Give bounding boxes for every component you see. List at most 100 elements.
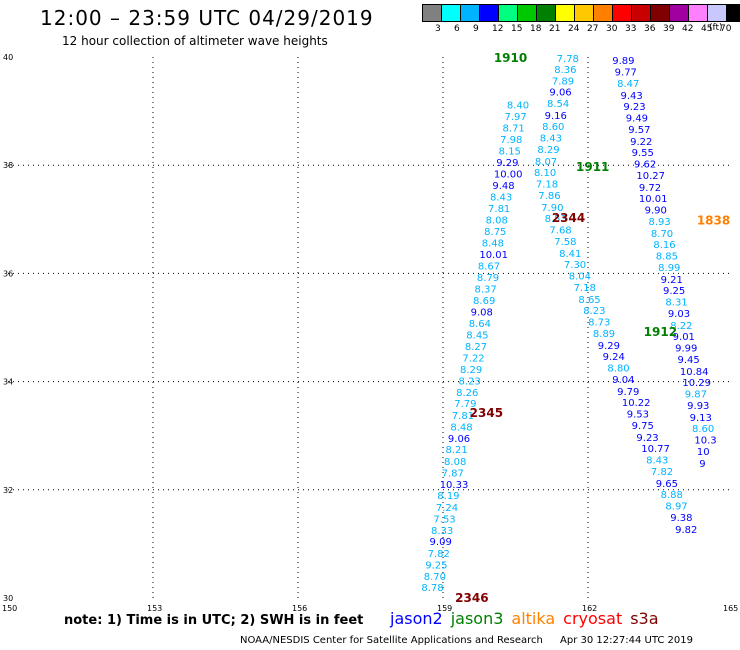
wave-height-value: 8.54 bbox=[547, 99, 569, 110]
colorbar-label: 15 bbox=[511, 24, 523, 34]
colorbar-label: 18 bbox=[530, 24, 542, 34]
wave-height-value: 8.71 bbox=[503, 123, 525, 134]
colorbar-label: 36 bbox=[644, 24, 656, 34]
colorbar-swatch bbox=[726, 4, 740, 22]
wave-height-value: 9.24 bbox=[603, 352, 625, 363]
wave-height-value: 7.82 bbox=[651, 467, 673, 478]
wave-height-value: 10.33 bbox=[440, 480, 469, 491]
pass-label: 1910 bbox=[494, 51, 527, 65]
wave-height-value: 10.00 bbox=[494, 169, 523, 180]
wave-height-value: 8.73 bbox=[588, 318, 610, 329]
footer-timestamp: Apr 30 12:27:44 UTC 2019 bbox=[560, 635, 693, 646]
wave-height-value: 8.45 bbox=[466, 331, 488, 342]
colorbar-label: 27 bbox=[587, 24, 599, 34]
wave-height-value: 8.15 bbox=[499, 147, 521, 158]
track-a: 8.788.709.257.829.098.337.537.248.1910.3… bbox=[421, 101, 529, 595]
wave-height-value: 7.53 bbox=[433, 514, 455, 525]
wave-height-value: 9.22 bbox=[630, 137, 652, 148]
lat-tick-label: 32 bbox=[3, 486, 13, 495]
wave-height-value: 8.07 bbox=[535, 157, 557, 168]
wave-height-value: 9.43 bbox=[620, 91, 642, 102]
wave-height-value: 8.60 bbox=[692, 424, 714, 435]
wave-height-colorbar: 3 6 9 12 15 18 21 24 27 30 33 36 39 42 45 70 bbox=[422, 4, 740, 34]
wave-height-value: 8.08 bbox=[444, 457, 466, 468]
wave-height-value: 8.53 bbox=[545, 214, 567, 225]
colorbar-label: 70 bbox=[720, 24, 732, 34]
wave-height-value: 8.80 bbox=[607, 364, 629, 375]
wave-height-value: 9.57 bbox=[628, 125, 650, 136]
colorbar-swatch: 30 bbox=[593, 4, 617, 34]
wave-height-value: 8.23 bbox=[459, 377, 481, 388]
wave-height-value: 8.36 bbox=[554, 65, 576, 76]
wave-height-value: 8.22 bbox=[670, 321, 692, 332]
wave-height-value: 7.78 bbox=[557, 54, 579, 65]
wave-height-value: 8.48 bbox=[482, 239, 504, 250]
colorbar-label: 9 bbox=[473, 24, 479, 34]
pass-label: 2345 bbox=[470, 406, 503, 420]
wave-height-value: 9.82 bbox=[675, 525, 697, 536]
wave-height-value: 9.13 bbox=[690, 413, 712, 424]
wave-height-value: 7.90 bbox=[541, 203, 563, 214]
lon-tick-label: 153 bbox=[147, 604, 162, 613]
wave-height-value: 8.47 bbox=[617, 79, 639, 90]
wave-height-value: 8.29 bbox=[537, 145, 559, 156]
lat-tick-label: 34 bbox=[3, 378, 13, 387]
wave-height-value: 9.21 bbox=[661, 275, 683, 286]
wave-height-value: 8.33 bbox=[431, 526, 453, 537]
wave-height-value: 9.75 bbox=[632, 421, 654, 432]
wave-height-value: 8.75 bbox=[484, 227, 506, 238]
colorbar-swatch: 42 bbox=[669, 4, 693, 34]
track-c: 9.899.778.479.439.239.499.579.229.559.62… bbox=[612, 56, 716, 470]
wave-height-value: 9.23 bbox=[636, 433, 658, 444]
wave-height-value: 7.87 bbox=[442, 468, 464, 479]
wave-height-value: 7.68 bbox=[549, 226, 571, 237]
wave-height-value: 8.70 bbox=[424, 572, 446, 583]
satellite-legend: jason2 jason3 altika cryosat s3a bbox=[390, 609, 667, 628]
wave-height-value: 7.82 bbox=[428, 549, 450, 560]
wave-height-value: 8.23 bbox=[583, 306, 605, 317]
colorbar-label: 30 bbox=[606, 24, 618, 34]
wave-height-value: 9.65 bbox=[656, 479, 678, 490]
wave-height-value: 8.79 bbox=[477, 273, 499, 284]
pass-label: 1912 bbox=[644, 325, 677, 339]
wave-height-value: 9.25 bbox=[663, 286, 685, 297]
lon-tick-label: 162 bbox=[582, 604, 597, 613]
wave-height-value: 7.98 bbox=[500, 135, 522, 146]
page-subtitle: 12 hour collection of altimeter wave hei… bbox=[62, 34, 328, 48]
wave-height-value: 7.58 bbox=[554, 237, 576, 248]
wave-height-value: 7.79 bbox=[454, 399, 476, 410]
lon-tick-label: 159 bbox=[437, 604, 452, 613]
wave-height-value: 8.43 bbox=[490, 193, 512, 204]
wave-height-value: 8.69 bbox=[473, 296, 495, 307]
wave-height-value: 9.06 bbox=[448, 434, 470, 445]
wave-height-value: 10 bbox=[697, 447, 710, 458]
pass-label: 1911 bbox=[576, 160, 609, 174]
legend-altika: altika bbox=[511, 609, 556, 628]
lon-tick-label: 150 bbox=[2, 604, 17, 613]
wave-height-value: 8.85 bbox=[656, 252, 678, 263]
wave-height-value: 7.18 bbox=[536, 180, 558, 191]
wave-height-value: 9.03 bbox=[668, 309, 690, 320]
colorbar-label: 6 bbox=[454, 24, 460, 34]
wave-height-value: 7.81 bbox=[488, 204, 510, 215]
wave-height-value: 10.01 bbox=[639, 194, 668, 205]
wave-height-value: 9.89 bbox=[612, 56, 634, 67]
wave-height-value: 7.30 bbox=[564, 260, 586, 271]
wave-height-value: 9.53 bbox=[627, 410, 649, 421]
wave-height-value: 9.55 bbox=[632, 148, 654, 159]
wave-height-value: 8.27 bbox=[465, 342, 487, 353]
wave-height-value: 8.37 bbox=[475, 285, 497, 296]
wave-height-value: 8.43 bbox=[540, 134, 562, 145]
wave-height-value: 8.31 bbox=[665, 298, 687, 309]
note-text: note: 1) Time is in UTC; 2) SWH is in fe… bbox=[64, 613, 364, 628]
wave-height-value: 8.41 bbox=[559, 249, 581, 260]
colorbar-label: 45 bbox=[701, 24, 713, 34]
wave-height-value: 9 bbox=[699, 459, 705, 470]
colorbar-label: 12 bbox=[492, 24, 504, 34]
wave-height-value: 8.16 bbox=[653, 240, 675, 251]
wave-height-value: 9.16 bbox=[545, 111, 567, 122]
wave-height-value: 8.65 bbox=[578, 295, 600, 306]
wave-height-value: 8.99 bbox=[658, 263, 680, 274]
colorbar-label: 24 bbox=[568, 24, 580, 34]
